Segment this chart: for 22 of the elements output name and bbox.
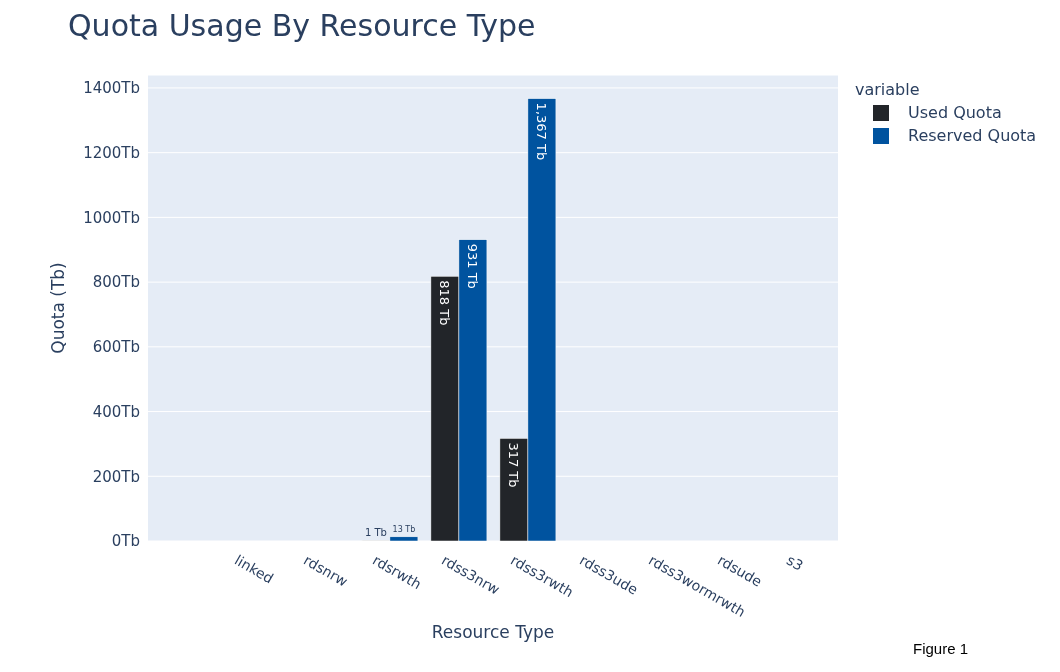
y-tick-label: 200Tb	[92, 467, 140, 486]
data-label: 931 Tb	[465, 243, 481, 289]
y-tick-label: 0Tb	[111, 532, 140, 551]
legend-label: Used Quota	[908, 103, 1002, 122]
y-tick-label: 600Tb	[92, 338, 140, 357]
data-label: 13 Tb	[392, 524, 416, 534]
caption: Figure 1	[913, 640, 969, 657]
y-tick-label: 1000Tb	[83, 208, 140, 227]
legend-title: variable	[855, 80, 921, 99]
legend-label: Reserved Quota	[908, 126, 1037, 145]
data-label: 818 Tb	[437, 280, 453, 326]
y-tick-label: 1400Tb	[83, 79, 140, 98]
y-tick-label: 400Tb	[92, 402, 140, 421]
x-tick-label: s3	[784, 551, 807, 574]
data-label: 317 Tb	[506, 442, 522, 488]
data-label: 1,367 Tb	[534, 102, 550, 161]
data-label: 1 Tb	[364, 526, 387, 538]
x-axis-title: Resource Type	[430, 622, 556, 642]
y-axis-title: Quota (Tb)	[48, 262, 69, 354]
y-tick-label: 1200Tb	[83, 143, 140, 162]
y-tick-label: 800Tb	[92, 273, 140, 292]
chart-title: Quota Usage By Resource Type	[68, 8, 536, 43]
